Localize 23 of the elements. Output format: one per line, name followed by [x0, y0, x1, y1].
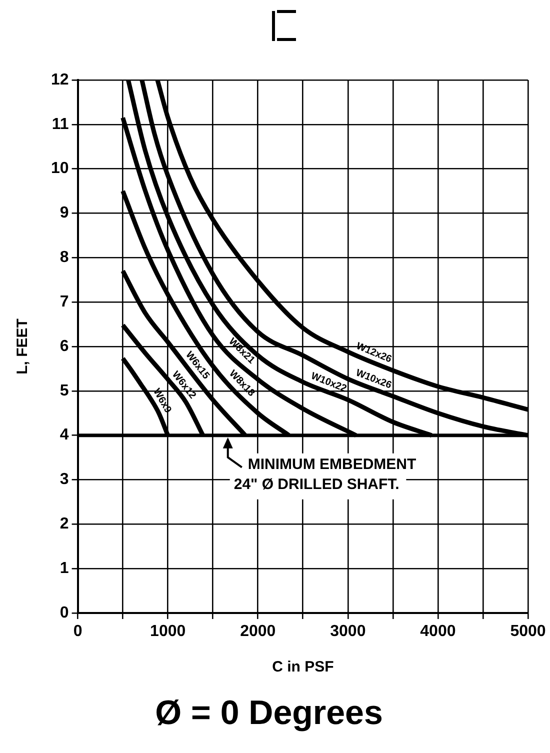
x-tick-label: 5000 — [510, 623, 546, 640]
annotation: MINIMUM EMBEDMENT 24" Ø DRILLED SHAFT. — [234, 456, 416, 493]
y-tick-label: 4 — [60, 426, 69, 444]
y-tick-label: 11 — [52, 116, 69, 133]
x-tick-label: 2000 — [240, 623, 276, 640]
y-tick-label: 7 — [60, 293, 69, 310]
y-tick-label: 5 — [60, 382, 69, 400]
y-tick-label: 0 — [60, 604, 69, 622]
y-axis-title: L, FEET — [14, 318, 32, 374]
y-tick-label: 6 — [60, 338, 69, 355]
x-tick-label: 0 — [73, 623, 82, 640]
y-tick-label: 10 — [51, 160, 69, 178]
text: Ø = 0 Degrees — [155, 694, 383, 732]
y-tick-label: 8 — [60, 249, 69, 266]
y-tick-label: 9 — [60, 204, 69, 222]
x-tick-label: 3000 — [330, 623, 366, 640]
y-tick-label: 1 — [60, 560, 69, 577]
y-tick-label: 3 — [60, 471, 69, 488]
x-tick-label: 1000 — [150, 623, 186, 640]
x-tick-label: 4000 — [420, 623, 456, 640]
y-tick-label: 12 — [51, 71, 69, 88]
x-axis-title: C in PSF — [272, 658, 334, 676]
y-tick-label: 2 — [60, 516, 69, 533]
